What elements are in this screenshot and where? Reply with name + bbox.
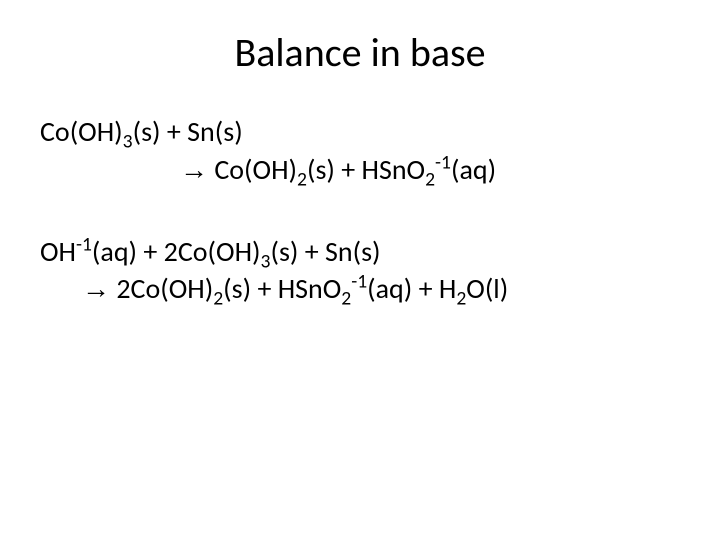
eq2-product-3: H2O(l) (439, 271, 508, 306)
coefficient: 2 (164, 234, 178, 269)
state-text: (s) (215, 114, 243, 149)
species-text: O(l) (466, 271, 508, 306)
species-text: Sn (187, 114, 215, 149)
coefficient: 2 (116, 271, 130, 306)
species-text: Co(OH) (214, 152, 297, 187)
equation-2-products: → 2Co(OH)2(s) + HSnO2-1(aq) + H2O(l) (40, 270, 680, 308)
equation-1: Co(OH)3(s) + Sn(s) → Co(OH)2(s) + HSnO2-… (40, 113, 680, 189)
equation-2-reactants: OH-1(aq) + 2Co(OH)3(s) + Sn(s) (40, 233, 680, 271)
plus-sign: + (257, 271, 277, 306)
species-text: HSnO (362, 152, 426, 187)
state-text: (aq) (451, 152, 496, 187)
species-text: Co(OH) (40, 114, 123, 149)
equation-2: OH-1(aq) + 2Co(OH)3(s) + Sn(s) → 2Co(OH)… (40, 233, 680, 309)
subscript: 3 (123, 130, 133, 154)
plus-sign: + (419, 271, 439, 306)
state-text: (aq) (367, 271, 412, 306)
state-text: (s) (223, 271, 251, 306)
plus-sign: + (341, 152, 361, 187)
eq1-product-1: Co(OH)2(s) (208, 152, 341, 187)
equation-1-products: → Co(OH)2(s) + HSnO2-1(aq) (40, 151, 680, 189)
species-text: H (439, 271, 456, 306)
state-text: (s) (133, 114, 161, 149)
subscript: 2 (456, 287, 466, 311)
state-text: (s) (307, 152, 335, 187)
eq2-product-2: HSnO2-1(aq) (278, 271, 419, 306)
species-text: OH (40, 234, 76, 269)
species-text: Co(OH) (178, 234, 261, 269)
eq2-product-1: 2Co(OH)2(s) (110, 271, 257, 306)
superscript: -1 (435, 150, 451, 174)
species-text: HSnO (278, 271, 342, 306)
arrow-icon: → (82, 273, 110, 304)
eq1-reactant-1: Co(OH)3(s) (40, 114, 167, 149)
state-text: (s) (270, 234, 298, 269)
subscript: 2 (297, 167, 307, 191)
eq1-reactant-2: Sn(s) (187, 114, 243, 149)
state-text: (aq) (92, 234, 137, 269)
state-text: (s) (353, 234, 381, 269)
eq2-reactant-3: Sn(s) (325, 234, 381, 269)
eq2-reactant-2: 2Co(OH)3(s) (164, 234, 305, 269)
eq2-reactant-1: OH-1(aq) (40, 234, 143, 269)
superscript: -1 (351, 270, 367, 294)
plus-sign: + (167, 114, 187, 149)
slide-content: Co(OH)3(s) + Sn(s) → Co(OH)2(s) + HSnO2-… (40, 113, 680, 308)
subscript: 2 (213, 287, 223, 311)
equation-1-reactants: Co(OH)3(s) + Sn(s) (40, 113, 680, 151)
species-text: Co(OH) (131, 271, 214, 306)
superscript: -1 (76, 232, 92, 256)
slide: Balance in base Co(OH)3(s) + Sn(s) → Co(… (0, 0, 720, 540)
eq1-product-2: HSnO2-1(aq) (362, 152, 497, 187)
arrow-icon: → (180, 154, 208, 185)
subscript: 2 (341, 287, 351, 311)
species-text: Sn (325, 234, 353, 269)
page-title: Balance in base (40, 28, 680, 77)
subscript: 2 (425, 167, 435, 191)
plus-sign: + (143, 234, 163, 269)
plus-sign: + (305, 234, 325, 269)
